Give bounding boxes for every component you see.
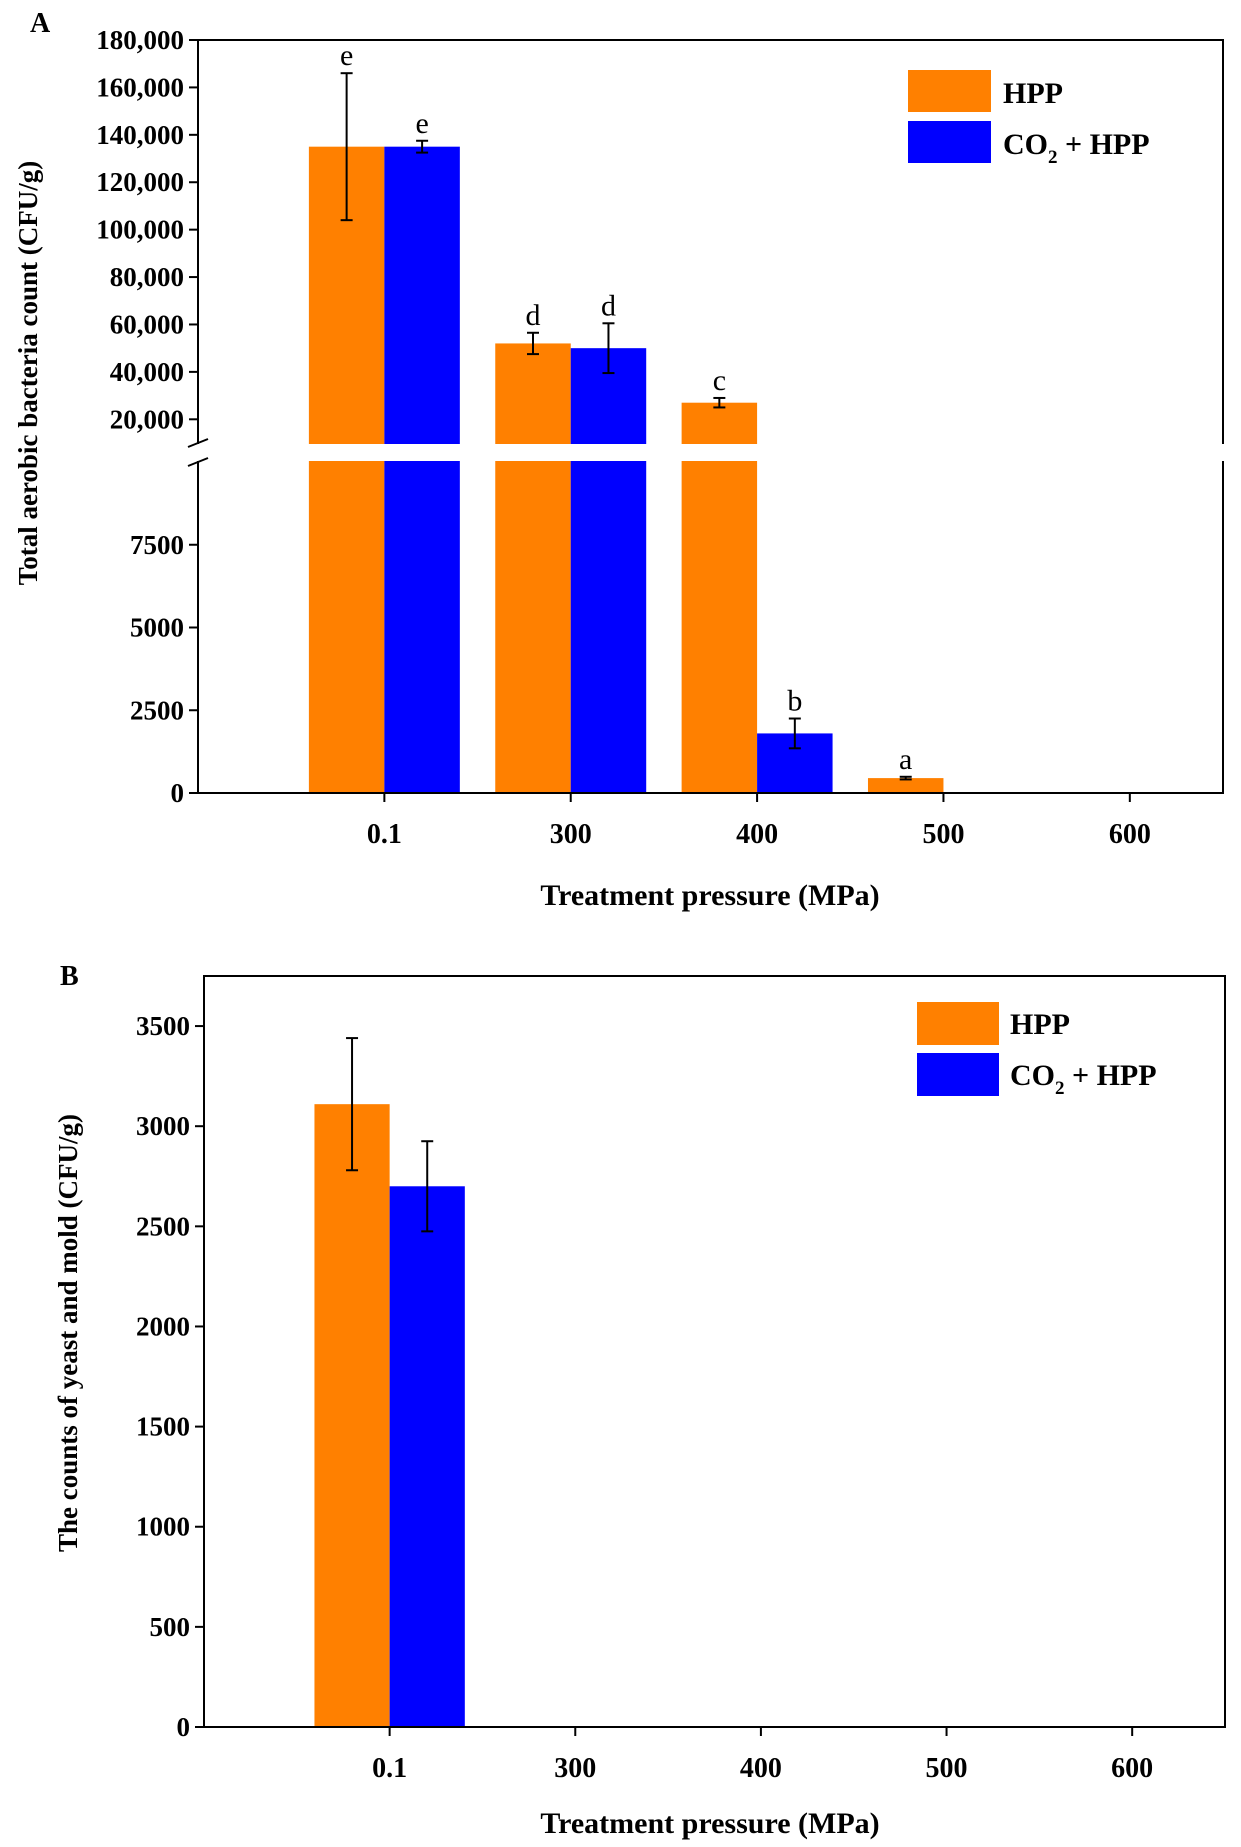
y-tick-label: 1000 [136,1512,190,1542]
legend-label-co2-hpp: CO2 + HPP [1010,1059,1157,1099]
panel-b-x-axis-label: Treatment pressure (MPa) [540,1807,879,1840]
y-tick-label: 140,000 [96,120,184,150]
x-tick-label: 600 [1111,1753,1153,1784]
axis-break-gap [160,444,1235,461]
legend-swatch-co2-hpp [908,121,991,163]
significance-letter-co2-0.1: e [415,107,428,140]
bar-co2-0.1 [384,146,460,794]
x-tick-label: 0.1 [372,1753,407,1784]
legend-label-co2-hpp: CO2 + HPP [1003,128,1150,168]
y-tick-label: 5000 [130,613,184,643]
x-tick-label: 500 [926,1753,968,1784]
y-tick-label: 0 [171,778,185,808]
significance-letter-hpp-300: d [525,299,540,332]
y-tick-label: 500 [150,1612,191,1642]
x-tick-label: 300 [554,1753,596,1784]
bar-hpp-500 [867,778,944,793]
y-tick-label: 40,000 [110,357,184,387]
x-tick-label: 500 [922,819,964,850]
panel-a-plot-frame [197,39,1224,794]
axis-break-mark-lower [187,457,209,467]
y-tick-label: 160,000 [96,72,184,102]
bar-co2-300 [570,348,647,793]
panel-b-plot-frame [203,975,1226,1728]
y-tick-label: 0 [177,1712,191,1742]
panel-b-y-ticks: 0 500 1000 1500 2000 2500 3000 3500 [136,1011,204,1742]
legend-swatch-hpp [917,1002,999,1045]
panel-b-bars [314,1037,465,1727]
y-tick-label: 2500 [136,1211,190,1241]
panel-a-x-axis-label: Treatment pressure (MPa) [540,879,879,912]
bar-hpp-400 [681,402,758,793]
panel-a-y-axis-label: Total aerobic bacteria count (CFU/g) [13,161,43,585]
y-tick-label: 20,000 [110,404,184,434]
legend-swatch-hpp [908,70,991,112]
panel-b-x-ticks: 0.1 300 400 500 600 [372,1727,1153,1784]
bar-hpp-0.1 [308,146,385,794]
panel-a-legend: HPP CO2 + HPP [908,70,1150,168]
bar-co2-0.1 [389,1186,465,1727]
axis-break-mark-upper [187,438,209,448]
y-tick-label: 2000 [136,1311,190,1341]
panel-b-y-axis-label: The counts of yeast and mold (CFU/g) [53,1114,83,1552]
panel-a-letter: A [30,8,51,39]
x-tick-label: 600 [1109,819,1151,850]
y-tick-label: 80,000 [110,262,184,292]
bar-hpp-0.1 [314,1104,390,1727]
y-tick-label: 100,000 [96,215,184,245]
significance-letter-hpp-400: c [713,364,726,397]
panel-a-y-ticks: 0 2500 5000 7500 20,000 40,000 60,000 80,000 100… [96,25,198,808]
x-tick-label: 400 [736,819,778,850]
y-tick-label: 3500 [136,1011,190,1041]
significance-letter-co2-300: d [601,289,616,322]
y-tick-label: 60,000 [110,309,184,339]
significance-letter-hpp-500: a [899,743,912,776]
panel-a-axis-break [160,438,1235,467]
panel-b-legend: HPP CO2 + HPP [917,1002,1157,1099]
significance-letter-co2-400: b [787,685,802,718]
panel-a-x-ticks: 0.1 300 400 500 600 [367,793,1151,850]
y-tick-label: 120,000 [96,167,184,197]
y-tick-label: 7500 [130,530,184,560]
axis-break-mask-right [1216,444,1230,461]
axis-break-mask-left [190,444,204,461]
y-tick-label: 3000 [136,1111,190,1141]
x-tick-label: 400 [740,1753,782,1784]
panel-b: B The counts of yeast and mold (CFU/g) T… [53,961,1226,1840]
y-tick-label: 180,000 [96,25,184,55]
bar-hpp-300 [495,343,571,793]
y-tick-label: 2500 [130,695,184,725]
significance-letter-hpp-0.1: e [340,39,353,72]
x-tick-label: 300 [550,819,592,850]
legend-swatch-co2-hpp [917,1053,999,1096]
legend-label-hpp: HPP [1010,1008,1070,1041]
x-tick-label: 0.1 [367,819,402,850]
legend-label-hpp: HPP [1003,77,1063,110]
panel-a-bars: e d c a e d b [308,39,944,794]
y-tick-label: 1500 [136,1412,190,1442]
panel-b-letter: B [60,961,79,992]
panel-a: A Total aerobic bacteria count (CFU/g) T… [13,8,1235,912]
